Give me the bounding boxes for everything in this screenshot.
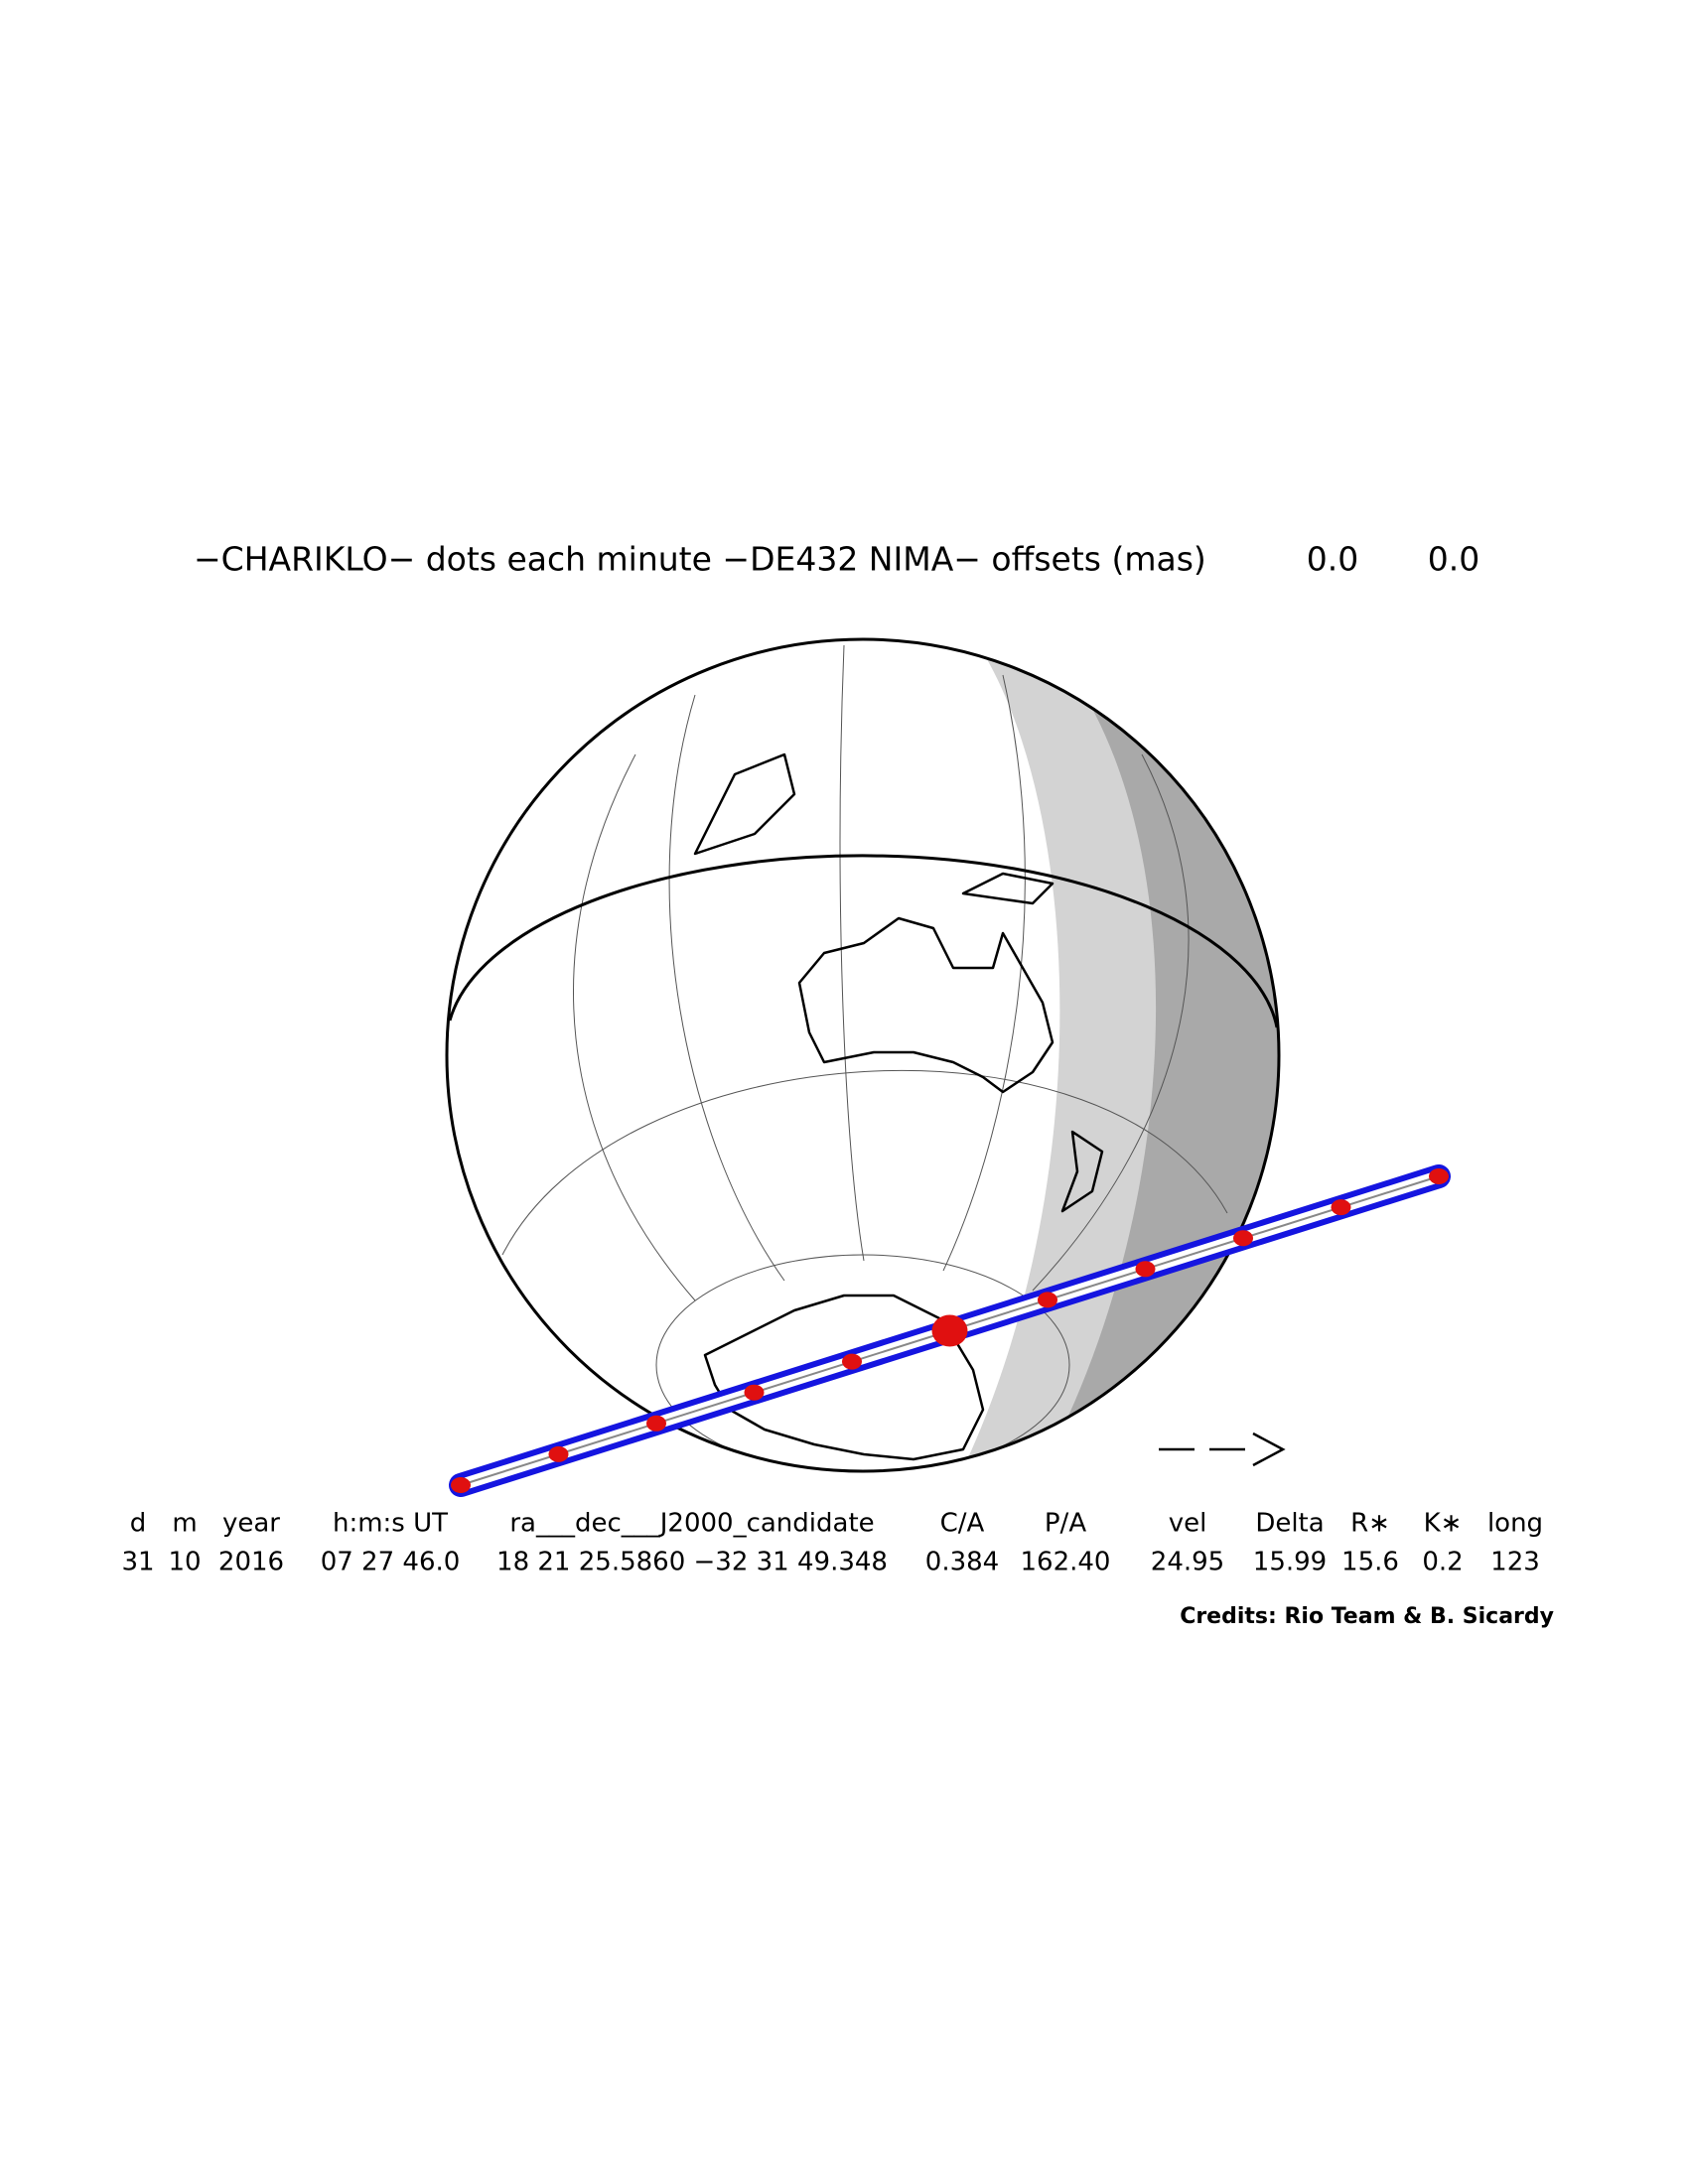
graticule (501, 644, 1228, 1471)
latitude (501, 1069, 1228, 1256)
meridian (573, 753, 696, 1301)
column-value: 24.95 (1151, 1548, 1224, 1577)
map-title: −CHARIKLO− dots each minute −DE432 NIMA−… (194, 540, 1206, 579)
column-value: 2016 (218, 1548, 284, 1577)
column-header: P/A (1045, 1509, 1086, 1539)
column-value: 0.2 (1422, 1548, 1463, 1577)
closest-approach-dot (931, 1314, 968, 1347)
meridian (942, 674, 1026, 1272)
meridian (1032, 753, 1190, 1292)
minute-dot (744, 1384, 765, 1401)
column-header: h:m:s UT (333, 1509, 448, 1539)
column-value: 07 27 46.0 (321, 1548, 461, 1577)
asia (693, 752, 796, 856)
column-header: C/A (940, 1509, 985, 1539)
column-value: 0.384 (925, 1548, 999, 1577)
column-header: d (130, 1509, 147, 1539)
offset-y: 0.0 (1428, 540, 1479, 579)
globe-outline (445, 637, 1281, 1473)
column-header: year (222, 1509, 280, 1539)
minute-dot (1038, 1292, 1057, 1308)
minute-dot (1233, 1230, 1253, 1247)
antarctica (703, 1294, 985, 1461)
column-value: 31 (121, 1548, 154, 1577)
minute-dot (1429, 1168, 1449, 1184)
column-header: Delta (1255, 1509, 1324, 1539)
column-header: R∗ (1350, 1509, 1390, 1539)
shadow-track (449, 1164, 1451, 1497)
event-table: d 31 m 10 year 2016 h:m:s UT 07 27 46.0 ra___dec… (121, 1509, 1543, 1577)
column-value: 15.99 (1253, 1548, 1327, 1577)
column-header: ra___dec___J2000_candidate (509, 1509, 874, 1539)
direction-arrow (1159, 1432, 1286, 1467)
credits: Credits: Rio Team & B. Sicardy (1180, 1604, 1554, 1629)
offset-x: 0.0 (1307, 540, 1358, 579)
minute-dots (451, 1168, 1449, 1493)
meridian (668, 694, 785, 1282)
minute-dot (842, 1353, 862, 1370)
minute-dot (1331, 1199, 1351, 1216)
column-value: 123 (1490, 1548, 1540, 1577)
column-value: 15.6 (1341, 1548, 1399, 1577)
column-value: 162.40 (1021, 1548, 1111, 1577)
column-header: long (1487, 1509, 1543, 1539)
new-zealand (1060, 1130, 1104, 1213)
column-value: 10 (168, 1548, 201, 1577)
minute-dot (548, 1445, 569, 1462)
arrow-head (1252, 1432, 1286, 1467)
minute-dot (646, 1415, 666, 1432)
column-header: K∗ (1424, 1509, 1463, 1539)
minute-dot (1135, 1261, 1156, 1278)
new-guinea (961, 872, 1055, 905)
column-header: m (172, 1509, 197, 1539)
australia (797, 916, 1055, 1094)
meridian (839, 644, 865, 1262)
equator (448, 854, 1279, 1028)
coastlines (693, 752, 1104, 1461)
minute-dot (451, 1477, 471, 1493)
column-header: vel (1169, 1509, 1207, 1539)
column-value: 18 21 25.5860 −32 31 49.348 (496, 1548, 888, 1577)
